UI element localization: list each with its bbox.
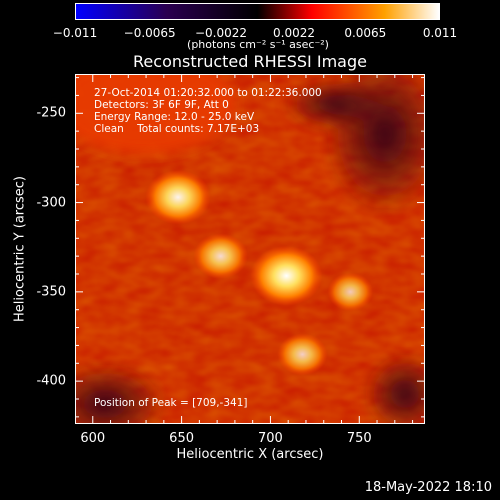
x-tick-label: 750 bbox=[346, 431, 372, 446]
y-tick-label: -300 bbox=[36, 195, 66, 211]
colorbar-tick-label: −0.0065 bbox=[123, 26, 176, 40]
peak-source bbox=[250, 245, 323, 306]
colorbar-tick-label: 0.0065 bbox=[344, 26, 387, 40]
x-tick-label: 650 bbox=[169, 431, 195, 446]
colorbar-unit: (photons cm⁻² s⁻¹ asec⁻²) bbox=[187, 38, 329, 51]
emission-sources bbox=[145, 169, 374, 376]
x-axis-label: Heliocentric X (arcsec) bbox=[176, 447, 324, 462]
colorbar-tick-label: −0.011 bbox=[52, 26, 98, 40]
emission-source bbox=[145, 169, 211, 225]
annotation-peak-position: Position of Peak = [709,-341] bbox=[94, 397, 248, 409]
colorbar bbox=[75, 3, 440, 20]
heatmap-plot bbox=[75, 74, 425, 424]
emission-source bbox=[193, 233, 248, 279]
colorbar-tick-label: 0.011 bbox=[422, 26, 458, 40]
x-tick-label: 700 bbox=[258, 431, 283, 446]
y-axis-label: Heliocentric Y (arcsec) bbox=[12, 176, 28, 322]
axis-ticks bbox=[75, 74, 425, 424]
annotation-detectors: Detectors: 3F 6F 9F, Att 0 bbox=[94, 99, 229, 111]
colorbar-tick-label: 0.0022 bbox=[273, 26, 315, 40]
annotation-energy-range: Energy Range: 12.0 - 25.0 keV bbox=[94, 111, 255, 123]
annotation-clean-counts: Clean Total counts: 7.17E+03 bbox=[94, 123, 260, 135]
emission-source bbox=[277, 333, 328, 376]
y-tick-label: -350 bbox=[36, 284, 66, 300]
annotation-time-range: 27-Oct-2014 01:20:32.000 to 01:22:36.000 bbox=[94, 87, 322, 99]
chart-title: Reconstructed RHESSI Image bbox=[133, 52, 367, 71]
y-tick-label: -400 bbox=[36, 373, 66, 389]
colorbar-tick-label: −0.0022 bbox=[194, 26, 248, 40]
x-tick-label: 600 bbox=[80, 431, 106, 446]
emission-source bbox=[327, 272, 374, 312]
timestamp: 18-May-2022 18:10 bbox=[364, 480, 492, 495]
y-tick-label: -250 bbox=[36, 105, 66, 121]
